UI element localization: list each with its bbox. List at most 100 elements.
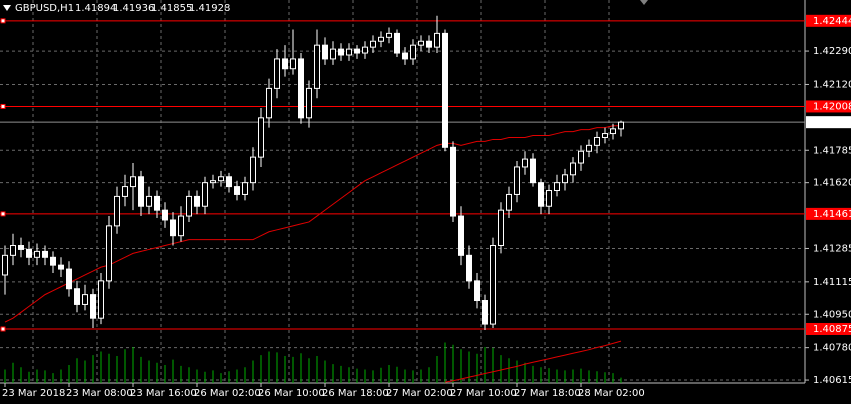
candle-body xyxy=(338,48,344,56)
volume-ma-line xyxy=(444,340,622,383)
candle-body xyxy=(98,280,104,319)
level-handle xyxy=(0,103,6,109)
candle-body xyxy=(250,156,256,184)
y-tick-label: 1.40615 xyxy=(813,375,851,386)
y-tick-label: 1.42290 xyxy=(813,46,851,57)
candle-body xyxy=(2,254,8,276)
chart-title: GBPUSD,H1 xyxy=(15,3,74,14)
candle-body xyxy=(610,128,616,135)
candle-body xyxy=(130,176,136,188)
candle-body xyxy=(450,146,456,217)
candle-body xyxy=(402,52,408,60)
candle-body xyxy=(458,215,464,256)
candle-body xyxy=(498,209,504,247)
candle-body xyxy=(362,46,368,54)
candle-body xyxy=(234,186,240,195)
x-tick-label: 26 Mar 02:00 xyxy=(194,388,261,399)
x-tick-label: 23 Mar 2018 xyxy=(2,388,65,399)
candle-body xyxy=(426,40,432,48)
candle-body xyxy=(106,225,112,282)
level-handle xyxy=(0,211,6,217)
level-label: 1.42008 xyxy=(813,101,851,112)
candle-body xyxy=(18,245,24,250)
ohlc-high: 1.41936 xyxy=(113,3,154,14)
candle-body xyxy=(546,190,552,207)
candle-body xyxy=(410,44,416,60)
candle-body xyxy=(82,294,88,305)
y-tick-label: 1.40780 xyxy=(813,343,851,354)
candle-body xyxy=(146,195,152,207)
level-label: 1.40875 xyxy=(813,324,851,335)
candle-body xyxy=(322,44,328,60)
candle-body xyxy=(618,121,624,130)
y-tick-label: 1.41115 xyxy=(813,277,851,288)
candle-body xyxy=(178,215,184,237)
candle-body xyxy=(90,294,96,319)
x-tick-label: 28 Mar 02:00 xyxy=(578,388,645,399)
candle-body xyxy=(370,40,376,48)
candle-body xyxy=(306,87,312,119)
x-tick-label: 23 Mar 08:00 xyxy=(66,388,133,399)
level-label: 1.41461 xyxy=(813,209,851,220)
candle-body xyxy=(74,288,80,305)
candle-body xyxy=(298,58,304,119)
candle-body xyxy=(266,87,272,119)
candle-body xyxy=(194,195,200,207)
candle-body xyxy=(506,193,512,211)
bid-label-box xyxy=(806,116,851,129)
candle-body xyxy=(58,264,64,270)
level-handle xyxy=(0,326,6,332)
candle-body xyxy=(34,250,40,258)
candle-body xyxy=(10,245,16,256)
candle-body xyxy=(586,144,592,152)
candle-body xyxy=(282,58,288,70)
candle-body xyxy=(274,58,280,89)
candle-body xyxy=(434,32,440,48)
candle-body xyxy=(170,219,176,237)
candle-body xyxy=(442,32,448,148)
candle-body xyxy=(346,48,352,56)
candle-body xyxy=(418,40,424,46)
candle-body xyxy=(314,44,320,89)
level-label-box xyxy=(806,207,851,220)
candle-body xyxy=(186,195,192,217)
ohlc-low: 1.41855 xyxy=(151,3,192,14)
candle-body xyxy=(114,195,120,227)
candle-body xyxy=(514,166,520,195)
candle-body xyxy=(202,182,208,207)
candle-body xyxy=(522,158,528,168)
candle-body xyxy=(554,182,560,192)
shift-marker[interactable] xyxy=(640,0,648,5)
candle-body xyxy=(210,180,216,184)
menu-triangle[interactable] xyxy=(3,5,11,11)
candle-body xyxy=(602,133,608,138)
candle-body xyxy=(50,256,56,266)
level-label: 1.42444 xyxy=(813,16,851,27)
candle-body xyxy=(258,117,264,158)
level-label-box xyxy=(806,100,851,113)
candle-body xyxy=(578,150,584,164)
candle-body xyxy=(466,254,472,282)
y-tick-label: 1.41785 xyxy=(813,145,851,156)
candle-body xyxy=(226,176,232,188)
candle-body xyxy=(162,209,168,221)
x-tick-label: 23 Mar 16:00 xyxy=(130,388,197,399)
bid-label: 1.41928 xyxy=(813,117,851,128)
candle-body xyxy=(594,136,600,146)
candle-body xyxy=(354,48,360,54)
candle-body xyxy=(242,182,248,195)
level-handle xyxy=(0,18,6,24)
ohlc-open: 1.41894 xyxy=(75,3,116,14)
candle-body xyxy=(386,32,392,38)
candle-body xyxy=(570,162,576,176)
candle-body xyxy=(66,268,72,290)
candle-body xyxy=(218,176,224,182)
x-tick-label: 27 Mar 10:00 xyxy=(450,388,517,399)
ohlc-close: 1.41928 xyxy=(189,3,230,14)
candle-body xyxy=(378,36,384,42)
x-tick-label: 26 Mar 10:00 xyxy=(258,388,325,399)
candle-body xyxy=(490,245,496,325)
candle-body xyxy=(154,195,160,211)
candle-body xyxy=(530,158,536,184)
